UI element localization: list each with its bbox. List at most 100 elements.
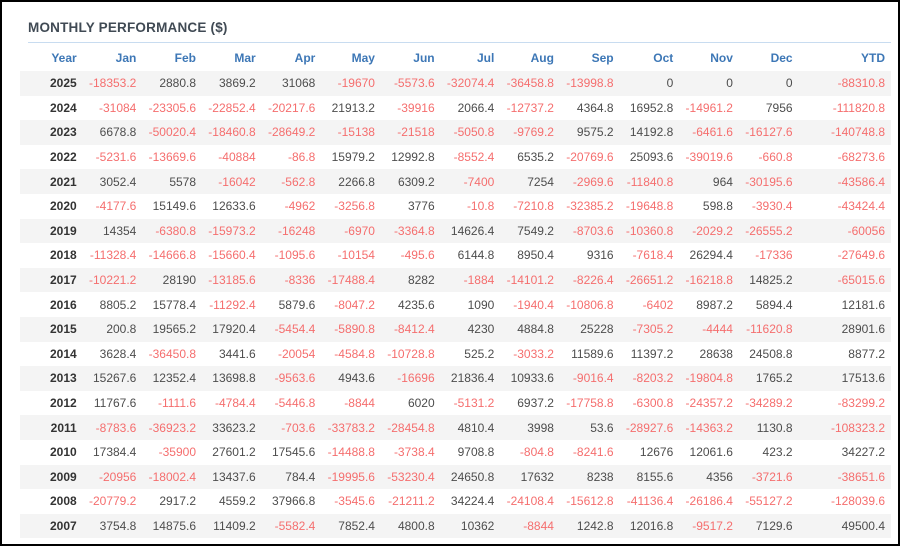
value-cell: 31068 [281, 76, 316, 91]
value-cell: -50020.4 [148, 125, 197, 140]
table-body: 2025 -18353.2 2880.8 3869.2 31068 -19670 -5573… [20, 71, 891, 539]
value-cell: 4800.8 [397, 518, 435, 533]
value-cell: -3721.6 [751, 469, 793, 484]
value-cell: -43424.4 [837, 199, 885, 214]
value-cell: -6380.8 [155, 223, 197, 238]
value-cell: -13185.6 [208, 273, 256, 288]
column-header-feb: Feb [174, 51, 197, 65]
value-cell: 7549.2 [517, 223, 554, 238]
value-cell: -11292.4 [209, 297, 256, 312]
value-cell: -20956 [98, 469, 137, 484]
value-cell: 3441.6 [218, 346, 256, 361]
value-cell: 11409.2 [213, 518, 256, 533]
column-header-dec: Dec [770, 51, 793, 65]
value-cell: -16042 [218, 174, 256, 189]
value-cell: -53230.4 [387, 469, 435, 484]
value-cell: 25093.6 [629, 150, 674, 165]
value-cell: -14961.2 [685, 100, 733, 115]
value-cell: 24508.8 [749, 346, 793, 361]
value-cell: 24650.8 [450, 469, 495, 484]
value-cell: -3545.6 [334, 494, 375, 509]
value-cell: 2880.8 [159, 76, 197, 91]
value-cell: 12352.4 [152, 371, 197, 386]
table-row-2014: 2014 3628.4 -36450.8 3441.6 -20054 -4584.8 -10… [20, 342, 891, 367]
value-cell: 6535.2 [517, 150, 554, 165]
value-cell: -14363.2 [685, 420, 733, 435]
table-row-2013: 2013 15267.6 12352.4 13698.8 -9563.6 4943.6 -1… [20, 366, 891, 391]
value-cell: -28454.8 [387, 420, 435, 435]
value-cell: 0 [666, 76, 674, 91]
value-cell: 1242.8 [576, 518, 614, 533]
year-cell: 2019 [50, 223, 77, 238]
value-cell: 11767.6 [93, 396, 137, 411]
value-cell: 8238 [586, 469, 614, 484]
value-cell: 6309.2 [397, 174, 435, 189]
value-cell: -30195.6 [745, 174, 793, 189]
value-cell: 4943.6 [338, 371, 375, 386]
value-cell: 14626.4 [450, 223, 495, 238]
value-cell: -14666.8 [148, 248, 197, 263]
column-header-nov: Nov [710, 51, 733, 65]
value-cell: -17758.8 [566, 396, 614, 411]
value-cell: -16696 [397, 371, 435, 386]
value-cell: 8987.2 [696, 297, 733, 312]
year-cell: 2025 [50, 76, 77, 91]
year-cell: 2007 [50, 518, 77, 533]
value-cell: -12737.2 [506, 100, 554, 115]
year-cell: 2014 [50, 346, 77, 361]
title-divider [28, 42, 891, 43]
value-cell: -35900 [158, 445, 197, 460]
value-cell: 525.2 [464, 346, 495, 361]
value-cell: -5131.2 [453, 396, 495, 411]
value-cell: 200.8 [106, 322, 137, 337]
table-row-2015: 2015 200.8 19565.2 17920.4 -5454.4 -5890.8 -84… [20, 316, 891, 342]
value-cell: -3256.8 [334, 199, 375, 214]
year-cell: 2017 [50, 273, 77, 288]
value-cell: -27649.6 [837, 248, 885, 263]
value-cell: -10.8 [466, 199, 495, 214]
value-cell: -24357.2 [685, 396, 733, 411]
value-cell: 10933.6 [510, 371, 554, 386]
value-cell: -2969.6 [572, 174, 614, 189]
value-cell: -43586.4 [837, 174, 885, 189]
value-cell: 15149.6 [152, 199, 197, 214]
value-cell: -21211.2 [388, 494, 435, 509]
column-header-apr: Apr [294, 51, 316, 65]
value-cell: -15660.4 [208, 248, 256, 263]
value-cell: -26555.2 [745, 223, 793, 238]
year-cell: 2012 [50, 396, 77, 411]
table-row-2022: 2022 -5231.6 -13669.6 -40884 -86.8 15979.2 129… [20, 145, 891, 170]
value-cell: 26294.4 [689, 248, 733, 263]
value-cell: -6300.8 [632, 396, 674, 411]
value-cell: -1884 [463, 273, 495, 288]
value-cell: -8412.4 [393, 322, 435, 337]
year-cell: 2021 [50, 174, 77, 189]
value-cell: -15612.8 [566, 494, 614, 509]
value-cell: -86.8 [287, 150, 316, 165]
value-cell: 21836.4 [450, 371, 495, 386]
value-cell: 12016.8 [629, 518, 674, 533]
value-cell: -1111.6 [157, 396, 197, 411]
year-cell: 2011 [50, 420, 77, 435]
value-cell: -18353.2 [88, 76, 137, 91]
value-cell: 21913.2 [331, 100, 375, 115]
table-row-2016: 2016 8805.2 15778.4 -11292.4 5879.6 -8047.2 42… [20, 292, 891, 317]
value-cell: 15979.2 [331, 150, 375, 165]
value-cell: 3628.4 [99, 346, 137, 361]
value-cell: -11620.8 [746, 322, 793, 337]
value-cell: -28927.6 [625, 420, 674, 435]
value-cell: -22852.4 [208, 100, 256, 115]
value-cell: 6678.8 [99, 125, 137, 140]
value-cell: 964 [712, 174, 733, 189]
value-cell: -703.6 [281, 420, 316, 435]
value-cell: -8844 [344, 396, 375, 411]
value-cell: 4230 [467, 322, 495, 337]
value-cell: 14875.6 [152, 518, 197, 533]
table-row-2017: 2017 -10221.2 28190 -13185.6 -8336 -17488.4 82… [20, 267, 891, 293]
value-cell: -10806.8 [566, 297, 614, 312]
value-cell: 10362 [460, 518, 495, 533]
year-cell: 2020 [50, 199, 77, 214]
monthly-performance-table: Year Jan Feb Mar Apr May Jun Jul Aug Sep Oct Nov Dec… [20, 45, 891, 539]
value-cell: -83299.2 [837, 396, 885, 411]
